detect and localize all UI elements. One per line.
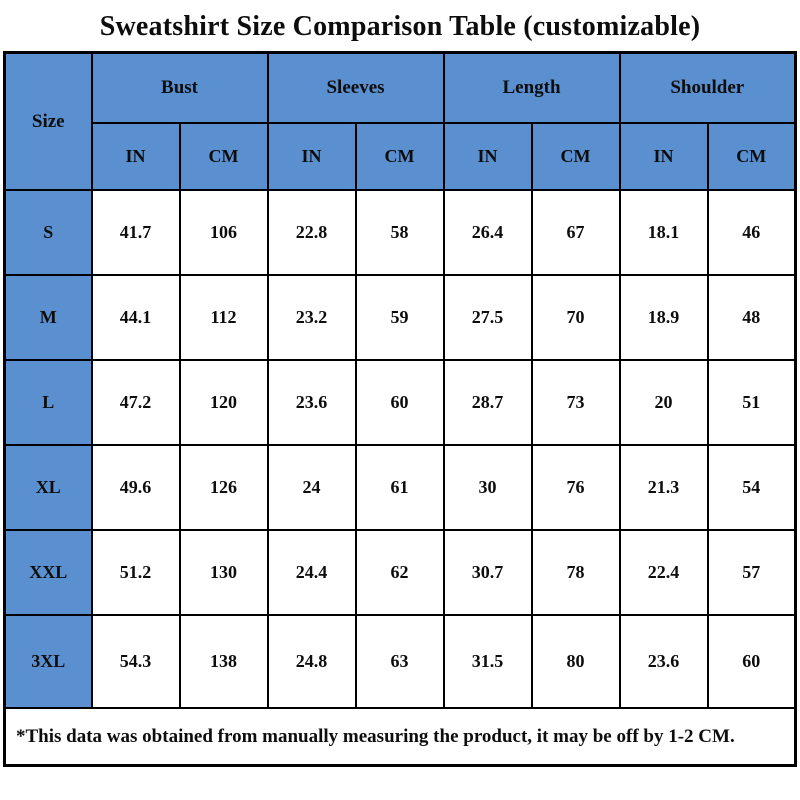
table-row-xxl: XXL 51.2 130 24.4 62 30.7 78 22.4 57 — [3, 529, 797, 616]
table-cell: 51.2 — [90, 529, 181, 616]
unit-shoulder-cm: CM — [706, 122, 797, 191]
table-row-s: S 41.7 106 22.8 58 26.4 67 18.1 46 — [3, 189, 797, 276]
table-header-group-row: Size Bust Sleeves Length Shoulder — [3, 51, 797, 191]
table-cell: 60 — [354, 359, 445, 446]
table-cell: 80 — [530, 614, 621, 709]
table-cell: 41.7 — [90, 189, 181, 276]
table-cell: 106 — [178, 189, 269, 276]
unit-length-in: IN — [442, 122, 533, 191]
header-sleeves: Sleeves — [266, 51, 445, 124]
table-cell: 27.5 — [442, 274, 533, 361]
table-cell: 59 — [354, 274, 445, 361]
table-cell: 44.1 — [90, 274, 181, 361]
table-cell: 28.7 — [442, 359, 533, 446]
size-label: XL — [3, 444, 93, 531]
table-cell: 112 — [178, 274, 269, 361]
table-cell: 24.4 — [266, 529, 357, 616]
table-cell: 31.5 — [442, 614, 533, 709]
table-units-row: IN CM IN CM IN CM IN CM — [5, 122, 797, 191]
table-cell: 18.9 — [618, 274, 709, 361]
page-title: Sweatshirt Size Comparison Table (custom… — [99, 11, 701, 42]
table-cell: 63 — [354, 614, 445, 709]
size-label: 3XL — [3, 614, 93, 709]
table-footnote-row: *This data was obtained from manually me… — [3, 707, 797, 767]
table-cell: 126 — [178, 444, 269, 531]
table-cell: 120 — [178, 359, 269, 446]
table-cell: 48 — [706, 274, 797, 361]
table-cell: 49.6 — [90, 444, 181, 531]
table-cell: 30.7 — [442, 529, 533, 616]
unit-sleeves-cm: CM — [354, 122, 445, 191]
table-cell: 47.2 — [90, 359, 181, 446]
table-cell: 57 — [706, 529, 797, 616]
table-cell: 46 — [706, 189, 797, 276]
table-row-xl: XL 49.6 126 24 61 30 76 21.3 54 — [3, 444, 797, 531]
table-cell: 24 — [266, 444, 357, 531]
table-cell: 67 — [530, 189, 621, 276]
size-label: XXL — [3, 529, 93, 616]
table-cell: 22.4 — [618, 529, 709, 616]
table-cell: 24.8 — [266, 614, 357, 709]
table-cell: 61 — [354, 444, 445, 531]
table-cell: 51 — [706, 359, 797, 446]
table-cell: 26.4 — [442, 189, 533, 276]
table-cell: 20 — [618, 359, 709, 446]
unit-bust-cm: CM — [178, 122, 269, 191]
table-cell: 130 — [178, 529, 269, 616]
size-label: L — [3, 359, 93, 446]
size-comparison-table: Size Bust Sleeves Length Shoulder IN CM … — [3, 51, 798, 767]
table-cell: 73 — [530, 359, 621, 446]
table-cell: 76 — [530, 444, 621, 531]
table-row-m: M 44.1 112 23.2 59 27.5 70 18.9 48 — [3, 274, 797, 361]
table-cell: 30 — [442, 444, 533, 531]
footnote: *This data was obtained from manually me… — [3, 707, 797, 767]
header-size: Size — [3, 51, 93, 191]
table-cell: 70 — [530, 274, 621, 361]
table-row-3xl: 3XL 54.3 138 24.8 63 31.5 80 23.6 60 — [3, 614, 797, 709]
table-cell: 54.3 — [90, 614, 181, 709]
unit-bust-in: IN — [90, 122, 181, 191]
table-cell: 60 — [706, 614, 797, 709]
table-cell: 54 — [706, 444, 797, 531]
table-cell: 18.1 — [618, 189, 709, 276]
header-bust: Bust — [90, 51, 269, 124]
table-cell: 62 — [354, 529, 445, 616]
table-cell: 21.3 — [618, 444, 709, 531]
table-cell: 23.2 — [266, 274, 357, 361]
size-label: M — [3, 274, 93, 361]
header-length: Length — [442, 51, 621, 124]
table-cell: 23.6 — [266, 359, 357, 446]
table-cell: 138 — [178, 614, 269, 709]
unit-length-cm: CM — [530, 122, 621, 191]
size-label: S — [3, 189, 93, 276]
table-cell: 78 — [530, 529, 621, 616]
table-cell: 23.6 — [618, 614, 709, 709]
header-shoulder: Shoulder — [618, 51, 797, 124]
table-cell: 58 — [354, 189, 445, 276]
unit-sleeves-in: IN — [266, 122, 357, 191]
table-cell: 22.8 — [266, 189, 357, 276]
unit-shoulder-in: IN — [618, 122, 709, 191]
table-row-l: L 47.2 120 23.6 60 28.7 73 20 51 — [3, 359, 797, 446]
